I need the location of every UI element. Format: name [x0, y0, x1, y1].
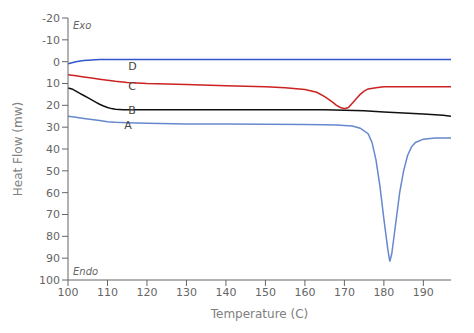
svg-text:C: C [128, 80, 136, 93]
html-text:Exo: Exo [73, 20, 92, 31]
svg-text:30: 30 [46, 121, 60, 134]
svg-text:D: D [128, 60, 136, 73]
svg-text:120: 120 [136, 286, 157, 299]
svg-text:190: 190 [413, 286, 434, 299]
svg-text:140: 140 [215, 286, 236, 299]
svg-text:60: 60 [46, 187, 60, 200]
svg-text:110: 110 [97, 286, 118, 299]
svg-text:80: 80 [46, 230, 60, 243]
svg-text:Heat Flow (mw): Heat Flow (mw) [11, 102, 25, 196]
svg-text:50: 50 [46, 165, 60, 178]
svg-text:0: 0 [53, 56, 60, 69]
svg-text:130: 130 [176, 286, 197, 299]
svg-text:20: 20 [46, 99, 60, 112]
svg-text:160: 160 [294, 286, 315, 299]
svg-text:90: 90 [46, 252, 60, 265]
svg-text:180: 180 [373, 286, 394, 299]
svg-text:150: 150 [255, 286, 276, 299]
svg-text:-20: -20 [42, 12, 60, 25]
svg-text:170: 170 [334, 286, 355, 299]
svg-text:10: 10 [46, 77, 60, 90]
svg-text:-10: -10 [42, 34, 60, 47]
svg-text:Temperature (C): Temperature (C) [210, 307, 309, 321]
svg-text:40: 40 [46, 143, 60, 156]
svg-text:100: 100 [58, 286, 79, 299]
svg-text:B: B [128, 104, 136, 117]
svg-text:70: 70 [46, 208, 60, 221]
html-text:Endo: Endo [73, 266, 99, 277]
svg-text:100: 100 [39, 274, 60, 287]
svg-text:A: A [124, 119, 132, 132]
